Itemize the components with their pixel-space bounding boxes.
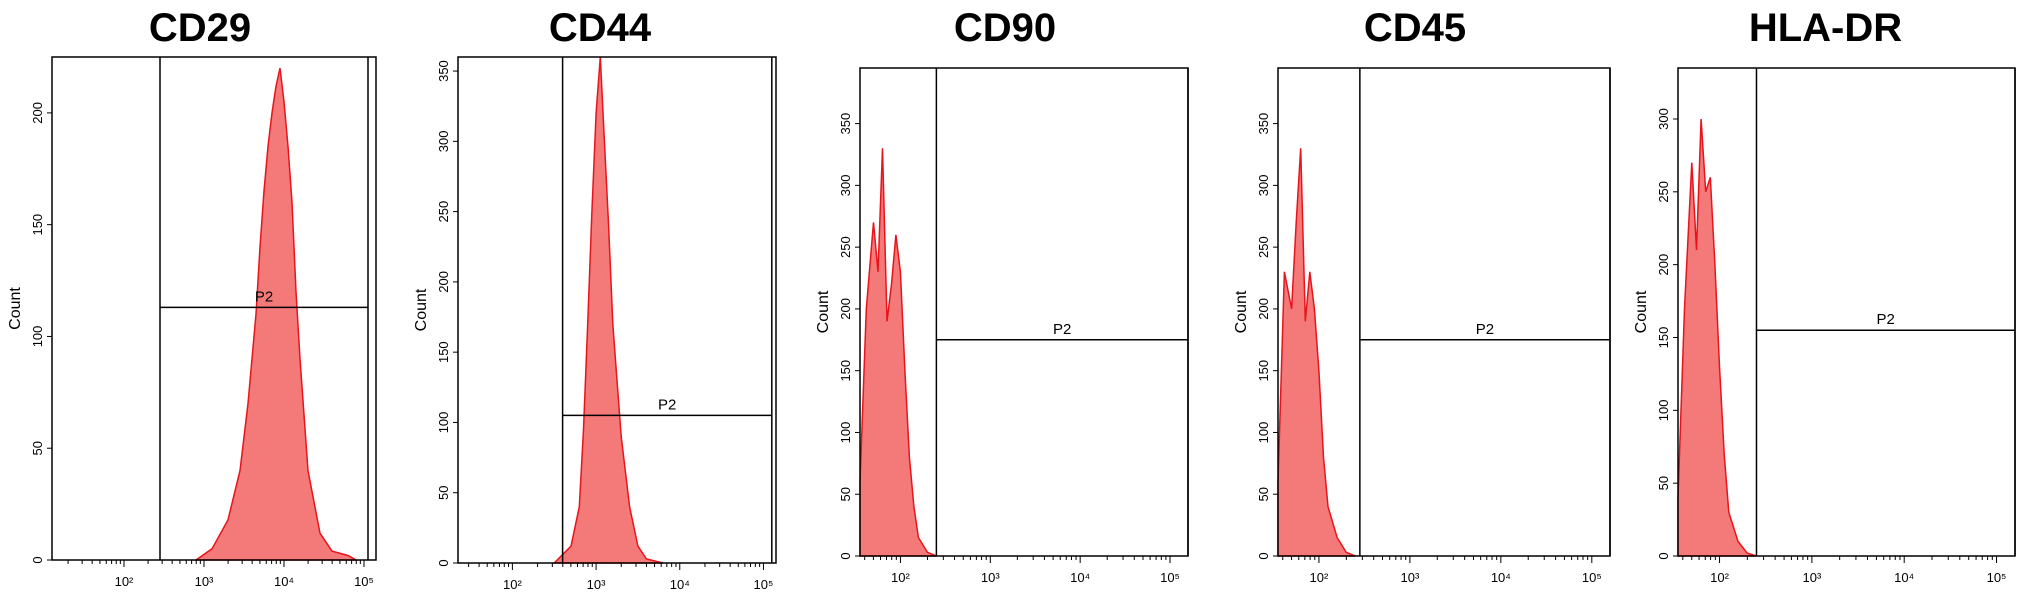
y-tick-label: 250	[1656, 181, 1671, 203]
plot-frame	[1277, 67, 1611, 557]
histogram-panel: CD90 P2 0 50 100 150 200 250 300 350 10² 10³ 10⁴ 10⁵ C…	[800, 0, 1210, 604]
plot-frame	[457, 56, 777, 564]
y-tick-label: 300	[1656, 108, 1671, 130]
y-tick-label: 150	[30, 214, 45, 236]
x-tick-label: 10⁵	[1582, 570, 1602, 585]
x-tick-label: 10⁴	[274, 574, 294, 589]
x-tick-label: 10⁴	[670, 577, 690, 592]
y-tick-label: 300	[1256, 175, 1271, 197]
y-tick-label: 250	[838, 236, 853, 258]
y-tick-label: 250	[1256, 236, 1271, 258]
x-tick-label: 10⁵	[754, 577, 774, 592]
y-tick-label: 300	[436, 130, 451, 152]
histogram-plot: P2 0 50 100 150 200 10² 10³ 10⁴ 10⁵ Count	[7, 56, 377, 589]
x-tick-label: 10³	[981, 570, 1000, 585]
gate-label: P2	[255, 288, 273, 305]
x-tick-label: 10²	[1710, 570, 1729, 585]
y-tick-label: 50	[1656, 476, 1671, 490]
y-tick-label: 100	[1256, 422, 1271, 444]
plot-frame	[1677, 67, 2016, 557]
histogram-panel: CD29 P2 0 50 100 150 200 10² 10³ 10⁴ 10⁵ Count	[0, 0, 400, 604]
x-tick-label: 10²	[1310, 570, 1329, 585]
panel-title: CD44	[548, 6, 652, 50]
x-tick-label: 10⁴	[1070, 570, 1090, 585]
gate-label: P2	[1476, 321, 1494, 338]
y-tick-label: 200	[30, 102, 45, 124]
x-tick-label: 10²	[503, 577, 522, 592]
y-tick-label: 50	[436, 485, 451, 499]
y-tick-label: 300	[838, 175, 853, 197]
y-tick-label: 250	[436, 201, 451, 223]
histogram-plot: P2 0 50 100 150 200 250 300 350 10² 10³ 10⁴ 10⁵ Count	[1233, 67, 1611, 585]
x-tick-label: 10⁴	[1894, 570, 1914, 585]
panel-title: CD45	[1363, 6, 1467, 50]
y-tick-label: 150	[1656, 327, 1671, 349]
y-tick-label: 50	[1256, 487, 1271, 501]
histogram-plot: P2 0 50 100 150 200 250 300 350 10² 10³ 10⁴ 10⁵ Count	[413, 56, 777, 592]
y-tick-label: 200	[1656, 254, 1671, 276]
x-tick-label: 10⁵	[1160, 570, 1180, 585]
panel-title: CD29	[148, 6, 252, 50]
x-tick-label: 10²	[115, 574, 134, 589]
y-tick-label: 200	[436, 271, 451, 293]
y-tick-label: 150	[838, 360, 853, 382]
plot-frame	[51, 56, 377, 561]
histogram-plot: P2 0 50 100 150 200 250 300 350 10² 10³ 10⁴ 10⁵ Count	[815, 67, 1189, 585]
histogram-area	[859, 148, 937, 557]
histogram-plot: P2 0 50 100 150 200 250 300 10² 10³ 10⁴ 10⁵ Count	[1633, 67, 2016, 585]
x-tick-label: 10⁴	[1491, 570, 1511, 585]
histogram-panel: HLA-DR P2 0 50 100 150 200 250 300 10² 10³ 10⁴ 10⁵ Co…	[1620, 0, 2031, 604]
y-tick-label: 200	[1256, 298, 1271, 320]
y-tick-label: 50	[838, 487, 853, 501]
y-axis-title: Count	[815, 290, 832, 333]
y-tick-label: 350	[838, 113, 853, 135]
y-axis-title: Count	[1233, 290, 1250, 333]
y-tick-label: 100	[30, 326, 45, 348]
y-axis-title: Count	[413, 288, 430, 331]
y-tick-label: 0	[436, 559, 451, 566]
y-tick-label: 150	[436, 341, 451, 363]
x-tick-label: 10³	[1802, 570, 1821, 585]
gate-label: P2	[1877, 311, 1895, 328]
histogram-panel: CD44 P2 0 50 100 150 200 250 300 350 10² 10³ 10⁴ 10⁵ C…	[400, 0, 800, 604]
x-tick-label: 10³	[587, 577, 606, 592]
x-tick-label: 10⁵	[1987, 570, 2007, 585]
histogram-panel: CD45 P2 0 50 100 150 200 250 300 350 10² 10³ 10⁴ 10⁵ C…	[1210, 0, 1620, 604]
histogram-area	[552, 56, 664, 564]
histogram-area	[193, 68, 359, 561]
x-tick-label: 10³	[195, 574, 214, 589]
x-tick-label: 10⁵	[354, 574, 374, 589]
y-tick-label: 100	[1656, 399, 1671, 421]
plot-frame	[859, 67, 1189, 557]
y-tick-label: 0	[1656, 552, 1671, 559]
panel-title: HLA-DR	[1748, 6, 1903, 50]
gate-label: P2	[658, 396, 676, 413]
y-tick-label: 0	[838, 552, 853, 559]
y-tick-label: 350	[1256, 113, 1271, 135]
x-tick-label: 10³	[1400, 570, 1419, 585]
y-tick-label: 0	[1256, 552, 1271, 559]
y-tick-label: 100	[838, 422, 853, 444]
histogram-area	[1677, 118, 1757, 557]
y-tick-label: 50	[30, 441, 45, 455]
y-tick-label: 200	[838, 298, 853, 320]
panel-title: CD90	[953, 6, 1057, 50]
y-tick-label: 150	[1256, 360, 1271, 382]
y-axis-title: Count	[1633, 290, 1650, 333]
y-tick-label: 350	[436, 60, 451, 82]
y-tick-label: 100	[436, 412, 451, 434]
histogram-area	[1277, 148, 1356, 557]
x-tick-label: 10²	[891, 570, 910, 585]
y-tick-label: 0	[30, 556, 45, 563]
gate-label: P2	[1053, 321, 1071, 338]
y-axis-title: Count	[7, 287, 24, 330]
